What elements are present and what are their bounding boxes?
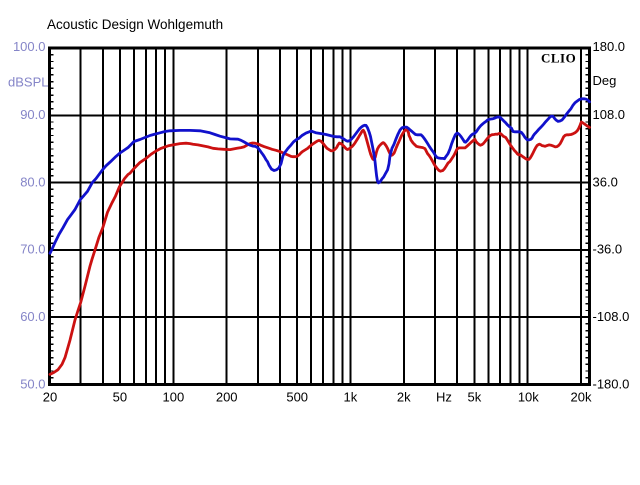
svg-text:2k: 2k — [397, 390, 411, 405]
svg-text:dBSPL: dBSPL — [8, 75, 48, 90]
svg-text:CLIO: CLIO — [541, 51, 576, 66]
svg-text:60.0: 60.0 — [20, 309, 45, 324]
svg-text:-180.0: -180.0 — [593, 376, 630, 391]
svg-text:50: 50 — [113, 390, 127, 405]
svg-text:20k: 20k — [571, 390, 592, 405]
svg-text:-36.0: -36.0 — [593, 242, 623, 257]
svg-text:5k: 5k — [468, 390, 482, 405]
svg-text:Hz: Hz — [436, 390, 452, 405]
svg-text:200: 200 — [216, 390, 238, 405]
svg-text:1k: 1k — [344, 390, 358, 405]
svg-text:108.0: 108.0 — [593, 107, 626, 122]
svg-text:500: 500 — [286, 390, 308, 405]
svg-text:-108.0: -108.0 — [593, 309, 630, 324]
svg-text:36.0: 36.0 — [593, 174, 618, 189]
svg-text:50.0: 50.0 — [20, 376, 45, 391]
svg-text:10k: 10k — [518, 390, 539, 405]
svg-text:70.0: 70.0 — [20, 242, 45, 257]
svg-text:80.0: 80.0 — [20, 174, 45, 189]
svg-text:100.0: 100.0 — [13, 39, 46, 54]
svg-text:Deg: Deg — [593, 73, 617, 88]
svg-text:180.0: 180.0 — [593, 39, 626, 54]
svg-text:Acoustic Design Wohlgemuth: Acoustic Design Wohlgemuth — [47, 17, 223, 32]
svg-text:100: 100 — [163, 390, 185, 405]
svg-text:20: 20 — [43, 390, 57, 405]
svg-text:90.0: 90.0 — [20, 107, 45, 122]
